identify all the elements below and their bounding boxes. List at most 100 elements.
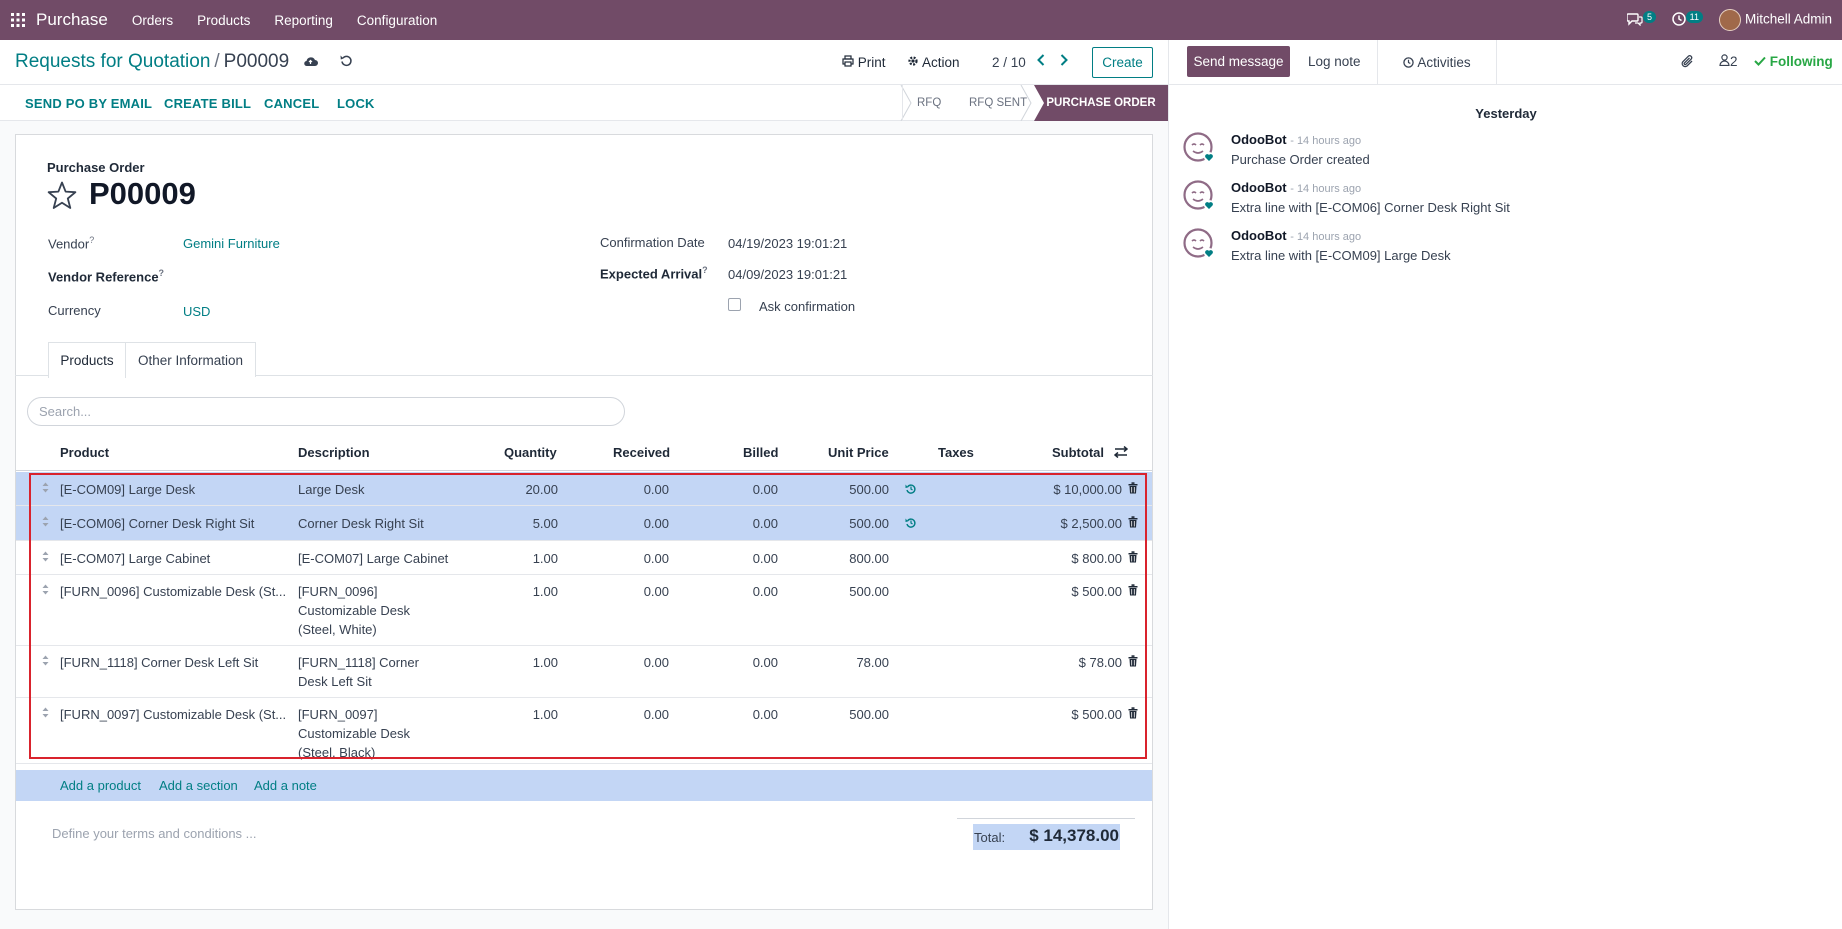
save-cloud-icon[interactable] [303, 54, 318, 70]
message-author[interactable]: OdooBot - 14 hours ago [1231, 228, 1362, 243]
app-grid-icon[interactable] [0, 0, 36, 40]
drag-handle-icon[interactable] [42, 584, 49, 598]
menu-orders[interactable]: Orders [131, 12, 174, 28]
create-bill-button[interactable]: CREATE BILL [164, 96, 252, 111]
odoobot-avatar-icon[interactable] [1183, 132, 1215, 164]
lock-button[interactable]: LOCK [337, 96, 375, 111]
drag-handle-icon[interactable] [42, 516, 49, 530]
line-unit-price[interactable]: 500.00 [849, 707, 889, 722]
user-menu[interactable]: Mitchell Admin [1718, 9, 1832, 31]
line-product[interactable]: [E-COM09] Large Desk [60, 482, 196, 497]
odoobot-avatar-icon[interactable] [1183, 228, 1215, 260]
line-product[interactable]: [E-COM07] Large Cabinet [60, 551, 211, 566]
line-description[interactable]: [FURN_0096] Customizable Desk (Steel, Whit… [298, 582, 458, 639]
add-section-link[interactable]: Add a section [159, 778, 238, 793]
messages-button[interactable]: 5 [1626, 10, 1656, 29]
trash-icon[interactable] [1128, 516, 1138, 531]
menu-products[interactable]: Products [197, 12, 251, 28]
line-unit-price[interactable]: 500.00 [849, 482, 889, 497]
stage-rfq-sent[interactable]: RFQ SENT [969, 97, 1028, 109]
followers-button[interactable]: 2 [1719, 54, 1738, 69]
line-description[interactable]: Large Desk [298, 480, 458, 499]
line-unit-price[interactable]: 500.00 [849, 516, 889, 531]
line-quantity[interactable]: 5.00 [532, 516, 558, 531]
odoobot-avatar-icon[interactable] [1183, 180, 1215, 212]
col-description[interactable]: Description [298, 445, 370, 460]
stage-rfq[interactable]: RFQ [902, 85, 941, 121]
line-product[interactable]: [FURN_0096] Customizable Desk (St... [60, 584, 287, 599]
following-button[interactable]: Following [1754, 54, 1833, 69]
print-button[interactable]: Print [842, 55, 886, 70]
trash-icon[interactable] [1128, 655, 1138, 670]
pager-next-icon[interactable] [1059, 54, 1069, 69]
menu-reporting[interactable]: Reporting [274, 12, 333, 28]
line-quantity[interactable]: 1.00 [532, 584, 558, 599]
drag-handle-icon[interactable] [42, 482, 49, 496]
add-product-link[interactable]: Add a product [60, 778, 141, 793]
line-unit-price[interactable]: 500.00 [849, 584, 889, 599]
vendor-field[interactable]: Gemini Furniture [183, 236, 280, 251]
log-note-button[interactable]: Log note [1308, 54, 1361, 69]
line-description[interactable]: [FURN_1118] Corner Desk Left Sit [298, 653, 458, 691]
drag-handle-icon[interactable] [42, 707, 49, 721]
line-product[interactable]: [FURN_1118] Corner Desk Left Sit [60, 655, 259, 670]
breadcrumb-parent[interactable]: Requests for Quotation [15, 51, 211, 72]
table-row[interactable]: [FURN_0097] Customizable Desk (St... [FUR… [16, 698, 1152, 764]
message-author[interactable]: OdooBot - 14 hours ago [1231, 180, 1362, 195]
optional-columns-icon[interactable] [1113, 445, 1129, 461]
stage-purchase-order[interactable]: PURCHASE ORDER [1034, 85, 1168, 121]
currency-field[interactable]: USD [183, 304, 211, 319]
line-product[interactable]: [FURN_0097] Customizable Desk (St... [60, 707, 287, 722]
terms-conditions-field[interactable]: Define your terms and conditions ... [52, 826, 257, 841]
app-name[interactable]: Purchase [36, 10, 108, 29]
cancel-button[interactable]: CANCEL [264, 96, 320, 111]
table-row[interactable]: [E-COM07] Large Cabinet [E-COM07] Large C… [16, 541, 1152, 575]
table-row[interactable]: [E-COM06] Corner Desk Right Sit Corner De… [16, 506, 1152, 541]
col-taxes[interactable]: Taxes [938, 445, 974, 460]
table-row[interactable]: [E-COM09] Large Desk Large Desk 20.00 0.00 0… [16, 472, 1152, 506]
confirmation-date-field[interactable]: 04/19/2023 19:01:21 [728, 236, 848, 251]
trash-icon[interactable] [1128, 482, 1138, 497]
line-unit-price[interactable]: 78.00 [856, 655, 889, 670]
message-author[interactable]: OdooBot - 14 hours ago [1231, 132, 1362, 147]
col-subtotal[interactable]: Subtotal [1052, 445, 1104, 460]
activities-button[interactable]: Activities [1377, 40, 1497, 85]
line-quantity[interactable]: 1.00 [532, 551, 558, 566]
menu-configuration[interactable]: Configuration [356, 12, 438, 28]
ask-confirmation-checkbox[interactable] [728, 298, 741, 311]
trash-icon[interactable] [1128, 551, 1138, 566]
col-product[interactable]: Product [60, 445, 110, 460]
drag-handle-icon[interactable] [42, 655, 49, 669]
tab-other-information[interactable]: Other Information [125, 342, 256, 377]
line-description[interactable]: [E-COM07] Large Cabinet [298, 549, 458, 568]
trash-icon[interactable] [1128, 707, 1138, 722]
tab-products[interactable]: Products [48, 342, 126, 378]
line-description[interactable]: [FURN_0097] Customizable Desk (Steel, Blac… [298, 705, 458, 762]
line-description[interactable]: Corner Desk Right Sit [298, 514, 458, 533]
line-product[interactable]: [E-COM06] Corner Desk Right Sit [60, 516, 255, 531]
pager-prev-icon[interactable] [1036, 54, 1046, 69]
col-quantity[interactable]: Quantity [504, 445, 557, 460]
drag-handle-icon[interactable] [42, 551, 49, 565]
table-row[interactable]: [FURN_1118] Corner Desk Left Sit [FURN_11… [16, 646, 1152, 698]
discard-undo-icon[interactable] [340, 54, 353, 70]
line-quantity[interactable]: 20.00 [525, 482, 558, 497]
star-icon[interactable] [47, 181, 77, 213]
activities-menu-button[interactable]: 11 [1672, 10, 1703, 29]
add-note-link[interactable]: Add a note [254, 778, 317, 793]
price-history-icon[interactable] [905, 517, 917, 532]
line-unit-price[interactable]: 800.00 [849, 551, 889, 566]
col-unit-price[interactable]: Unit Price [828, 445, 889, 460]
table-row[interactable]: [FURN_0096] Customizable Desk (St... [FUR… [16, 575, 1152, 646]
action-button[interactable]: Action [907, 55, 960, 70]
send-message-button[interactable]: Send message [1187, 46, 1290, 77]
line-quantity[interactable]: 1.00 [532, 707, 558, 722]
attachment-paperclip-icon[interactable] [1681, 54, 1695, 72]
trash-icon[interactable] [1128, 584, 1138, 599]
col-billed[interactable]: Billed [743, 445, 779, 460]
price-history-icon[interactable] [905, 483, 917, 498]
send-po-by-email-button[interactable]: SEND PO BY EMAIL [25, 96, 153, 111]
create-button[interactable]: Create [1092, 47, 1153, 78]
pager-value[interactable]: 2 / 10 [992, 55, 1026, 70]
line-quantity[interactable]: 1.00 [532, 655, 558, 670]
